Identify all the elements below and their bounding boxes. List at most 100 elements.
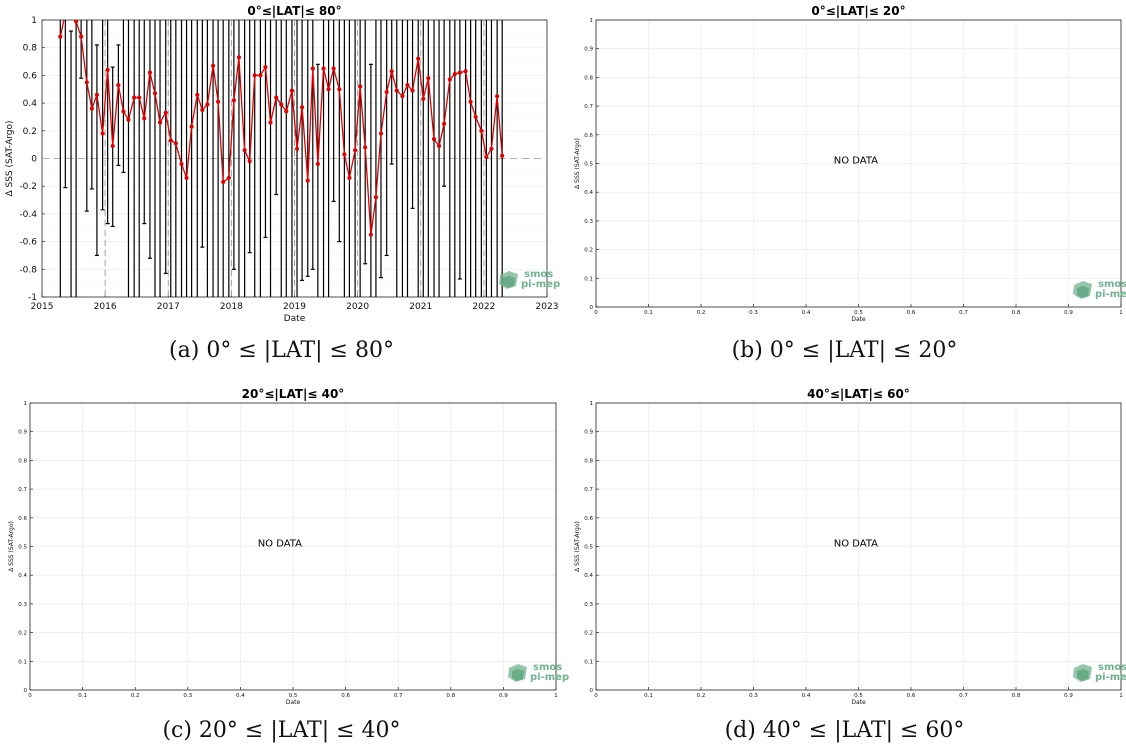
y-tick-label: 1 [31,16,37,26]
y-tick-label: 0.6 [23,71,38,81]
x-tick-label: 0.6 [907,310,916,316]
data-point [289,88,295,93]
x-tick-label: 0.7 [959,693,968,699]
panel-c: 0 0.1 0.2 0.3 0.4 0.5 0.6 0.7 0.8 0.9 1 0 0.1 0.2 0.3 0… [0,378,569,708]
data-point [473,114,478,120]
error-bars [59,20,503,297]
data-point [378,131,384,136]
x-tick-label: 0.3 [749,310,758,316]
x-tick-label: 0.9 [499,693,508,699]
logo-text-line1: smos [1098,662,1126,673]
data-point [79,34,84,39]
chart-title: 0°≤|LAT|≤ 20° [811,4,905,18]
y-axis-label: Δ SSS (SAT-Argo) [574,138,581,189]
data-point [247,159,252,164]
x-tick-label: 0.8 [446,693,455,699]
data-point [394,88,399,93]
data-point [431,137,437,142]
data-point [310,66,315,71]
y-tick-label: -0.2 [19,182,37,192]
y-tick-label: 0.8 [584,75,593,81]
logo-mark-inner-icon [512,669,524,681]
y-tick-label: 0.4 [584,190,593,196]
data-point [410,88,415,93]
x-tick-label: 0 [28,693,32,699]
logo-text-line2: pi-mep [530,672,569,683]
data-point [179,161,184,167]
data-point [210,63,216,68]
y-tick-label: 0 [590,688,594,694]
data-point [342,152,347,157]
no-data-label: NO DATA [834,539,878,550]
data-point [447,77,452,82]
chart-title: 20°≤|LAT|≤ 40° [242,387,345,401]
no-data-label: NO DATA [834,156,878,167]
y-tick-label: 0.8 [23,44,38,54]
chart-b: 0 0.1 0.2 0.3 0.4 0.5 0.6 0.7 0.8 0.9 1 0 0.1 0.2 0.3 0… [574,4,1126,323]
data-point [416,56,421,61]
x-tick-label: 0.3 [183,693,192,699]
data-point [147,70,153,75]
y-tick-label: 0.4 [18,573,27,579]
panel-d: 0 0.1 0.2 0.3 0.4 0.5 0.6 0.7 0.8 0.9 1 0 0.1 0.2 0.3 0… [563,378,1126,708]
x-tick-label: 2017 [157,302,180,312]
y-axis-label: Δ SSS (SAT-Argo) [5,120,15,196]
y-tick-label: 0.1 [584,659,593,665]
y-tick-label: 0.2 [584,248,593,254]
data-point [116,82,121,88]
x-axis-label: Date [851,316,866,323]
y-tick-label: 0.2 [584,631,593,637]
x-tick-label: 0.1 [78,693,87,699]
x-tick-label: 0.9 [1064,693,1073,699]
x-tick-label: 2016 [94,302,117,312]
data-point [305,178,310,183]
x-axis-label: Date [286,699,301,706]
x-tick-label: 2020 [346,302,369,312]
data-point [489,146,494,151]
y-axis-label: Δ SSS (SAT-Argo) [8,521,15,572]
data-point [294,146,300,151]
y-tick-label: 0.6 [584,516,593,522]
data-point [363,145,368,150]
y-tick-label: 0.2 [23,127,37,137]
y-axis-label: Δ SSS (SAT-Argo) [574,521,581,572]
y-tick-label: -0.6 [19,238,37,248]
x-tick-label: 0.4 [236,693,245,699]
y-tick-label: 0.3 [584,219,593,225]
chart-c: 0 0.1 0.2 0.3 0.4 0.5 0.6 0.7 0.8 0.9 1 0 0.1 0.2 0.3 0… [8,387,569,706]
data-point [479,128,484,133]
data-point [200,107,205,113]
logo-text-line1: smos [1098,279,1126,290]
chart-title: 0°≤|LAT|≤ 80° [247,4,341,18]
data-point [121,109,126,114]
plot-content [42,11,547,297]
caption-d: (d) 40° ≤ |LAT| ≤ 60° [724,718,965,743]
data-point [384,89,389,95]
data-point [495,94,500,99]
y-tick-label: 0.7 [584,487,593,493]
y-tick-label: 0.9 [584,430,593,436]
y-tick-label: 0.9 [18,430,27,436]
chart-d: 0 0.1 0.2 0.3 0.4 0.5 0.6 0.7 0.8 0.9 1 0 0.1 0.2 0.3 0… [574,387,1126,706]
y-tick-label: 1 [590,18,594,24]
x-tick-label: 2018 [220,302,243,312]
data-point [452,71,457,77]
x-tick-label: 0.2 [697,693,706,699]
data-point [173,141,178,146]
data-point [184,175,189,180]
data-point [299,105,305,110]
data-point [231,98,236,103]
data-point [142,116,147,121]
data-point [463,69,468,74]
x-tick-label: 0 [594,693,598,699]
data-point [157,120,163,125]
x-tick-label: 0.4 [802,693,811,699]
x-tick-label: 0.4 [802,310,811,316]
y-tick-label: 0 [31,155,37,165]
data-point [110,143,115,149]
y-tick-label: 0.4 [23,99,38,109]
y-tick-label: 0.5 [584,545,593,551]
data-point [63,11,67,15]
